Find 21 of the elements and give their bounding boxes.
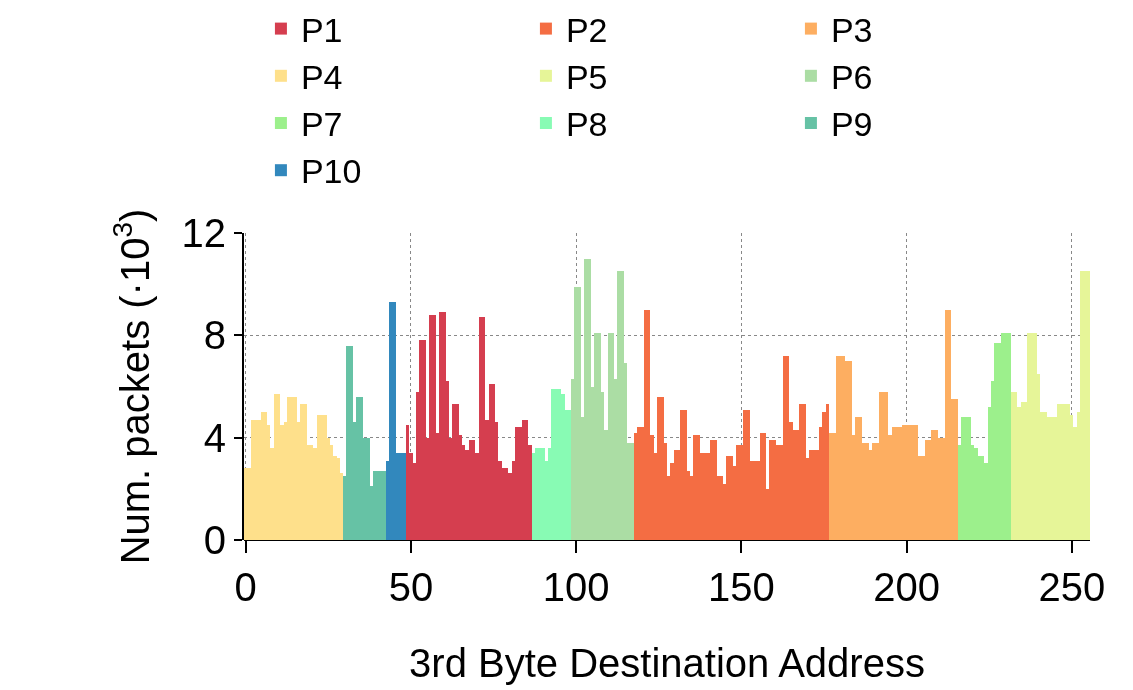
legend-label: P7 xyxy=(300,105,343,144)
x-tick-label: 150 xyxy=(707,565,775,609)
y-tick-label: 12 xyxy=(181,211,226,255)
x-tick-label: 250 xyxy=(1038,565,1106,609)
y-tick-label: 4 xyxy=(203,415,226,460)
legend-label: P2 xyxy=(565,10,608,49)
x-tick-label: 0 xyxy=(234,565,257,609)
x-tick-label: 200 xyxy=(873,565,940,609)
y-tick-label: 8 xyxy=(203,313,226,358)
y-tick-label: 0 xyxy=(203,518,226,562)
x-axis-title: 3rd Byte Destination Address xyxy=(409,640,925,685)
legend-label: P5 xyxy=(565,58,608,97)
legend-label: P10 xyxy=(300,152,362,191)
legend-label: P6 xyxy=(830,58,873,97)
legend-label: P8 xyxy=(565,105,608,144)
legend-label: P9 xyxy=(830,105,873,144)
x-tick-label: 100 xyxy=(542,565,610,609)
x-tick-label: 50 xyxy=(388,565,434,609)
legend-label: P3 xyxy=(830,10,873,49)
legend-label: P4 xyxy=(300,58,343,97)
legend-label: P1 xyxy=(300,10,343,49)
